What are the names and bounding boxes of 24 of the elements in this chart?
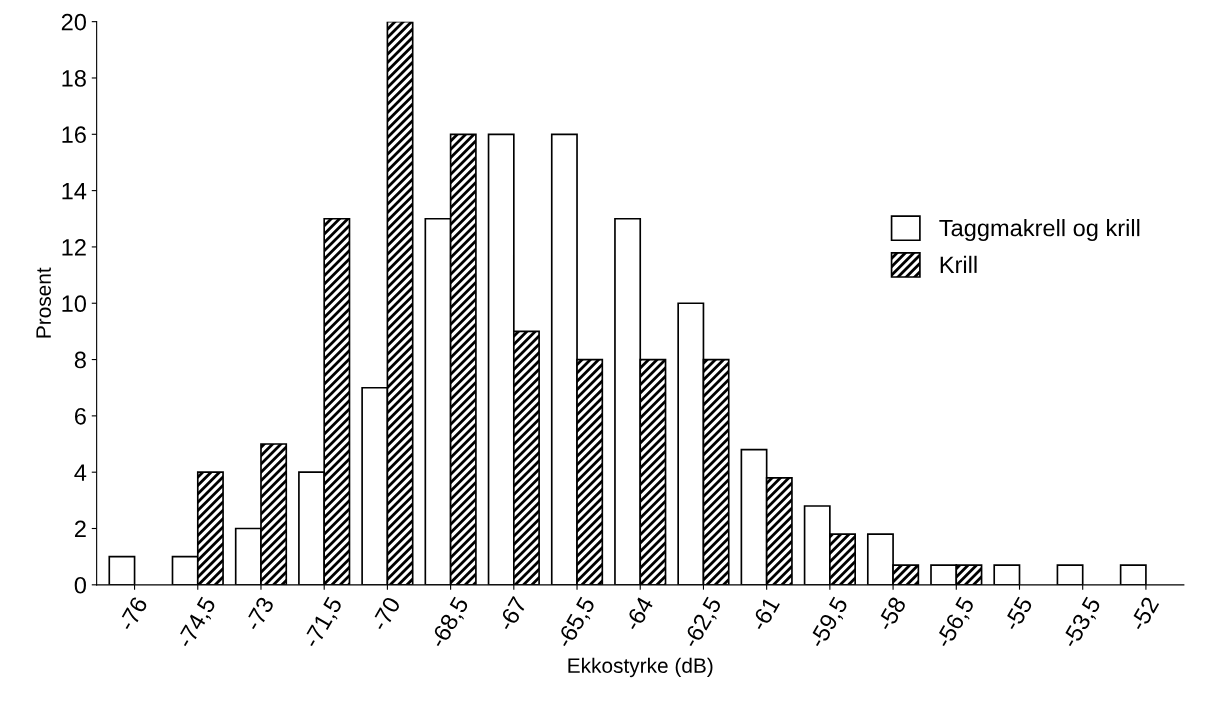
y-tick-label: 4: [74, 464, 87, 481]
legend-label: Taggmakrell og krill: [939, 219, 1140, 242]
legend-label: Krill: [940, 255, 977, 273]
x-tick-label: -76: [117, 595, 149, 632]
y-tick-label: 8: [74, 351, 86, 369]
y-tick-label: 18: [62, 70, 86, 87]
y-tick-label: 12: [62, 238, 86, 256]
y-tick-label: 10: [62, 295, 86, 313]
x-tick-label: -67: [496, 595, 528, 632]
y-tick-label: 16: [62, 126, 86, 144]
x-tick-label: -64: [623, 595, 654, 632]
x-tick-label: -55: [1002, 595, 1034, 632]
x-tick-label: -61: [749, 595, 781, 632]
y-tick-label: 6: [74, 407, 86, 425]
y-tick-label: 2: [74, 520, 86, 538]
x-tick-label: -58: [876, 595, 907, 632]
x-axis-title: Ekkostyrke (dB): [568, 657, 713, 678]
x-tick-label: -73: [243, 595, 275, 632]
y-tick-label: 0: [74, 576, 86, 594]
y-axis-title: Prosent: [36, 267, 51, 338]
y-tick-label: 14: [62, 182, 87, 200]
y-tick-label: 20: [61, 13, 86, 31]
x-tick-label: -70: [370, 595, 401, 632]
x-tick-label: -52: [1128, 595, 1160, 632]
